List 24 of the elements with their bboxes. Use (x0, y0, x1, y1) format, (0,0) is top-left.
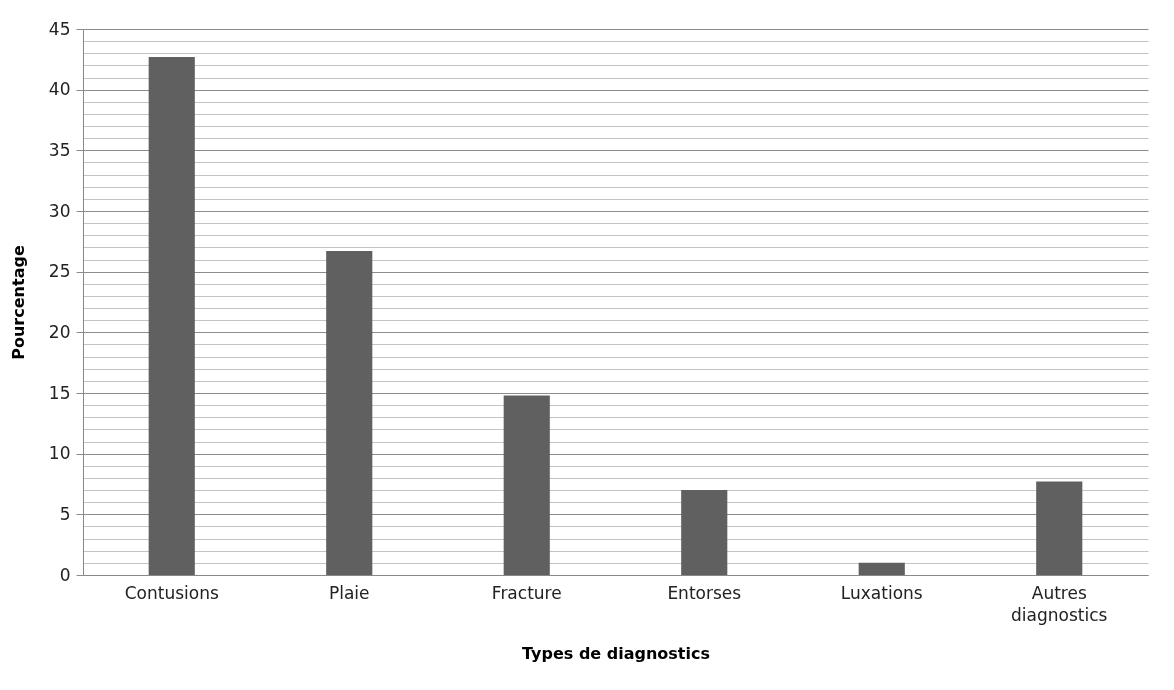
y-tick-label: 0 (59, 564, 71, 585)
y-tick-label: 45 (48, 18, 71, 39)
bar (681, 490, 728, 575)
x-tick-label: Entorses (667, 582, 742, 603)
bar (326, 251, 373, 575)
y-tick-label: 35 (48, 139, 71, 160)
y-tick-label: 20 (48, 321, 71, 342)
bar (148, 56, 195, 575)
y-tick-label: 10 (48, 443, 71, 464)
y-axis-title: Pourcentage (8, 245, 28, 360)
x-tick-label: Plaie (328, 582, 370, 603)
x-tick-label: Luxations (840, 582, 923, 603)
y-tick-label: 5 (59, 503, 71, 524)
bar (1036, 481, 1083, 575)
x-tick-label: Autres diagnostics (1011, 582, 1108, 625)
bar (503, 395, 550, 575)
x-tick-label: Contusions (124, 582, 219, 603)
bar (858, 562, 905, 575)
y-tick-label: 15 (48, 382, 71, 403)
x-axis-title: Types de diagnostics (522, 643, 710, 663)
y-tick-label: 25 (48, 261, 71, 282)
x-tick-label: Fracture (491, 582, 562, 603)
y-tick-label: 40 (48, 79, 71, 100)
y-tick-label: 30 (48, 200, 71, 221)
